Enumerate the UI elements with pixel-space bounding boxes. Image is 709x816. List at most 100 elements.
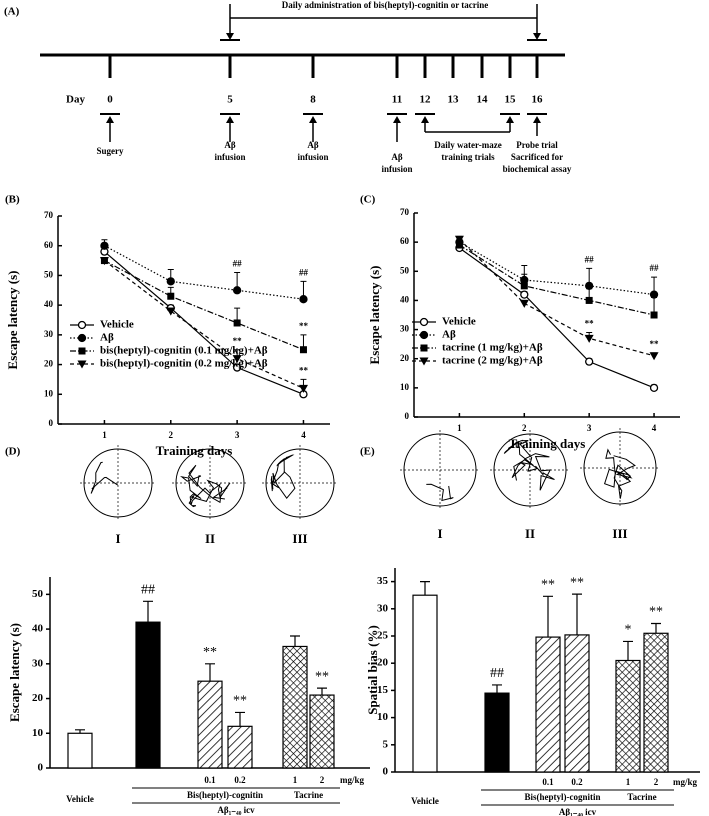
marker: [455, 241, 463, 249]
legend-label: tacrine (1 mg/kg)+Aβ: [442, 342, 543, 354]
legend-label: bis(heptyl)-cognitin (0.2 mg/kg)+Aβ: [100, 358, 268, 370]
marker: [520, 282, 528, 290]
y-tick-label: 15: [377, 684, 389, 696]
legend-marker: [419, 330, 429, 340]
y-tick-label: 30: [377, 602, 389, 614]
significance: *: [625, 623, 632, 638]
legend-label: Vehicle: [100, 319, 134, 331]
legend-marker: [420, 344, 428, 352]
marker: [649, 383, 659, 393]
day-number: 14: [477, 94, 489, 106]
y-tick-label: 0: [383, 766, 389, 778]
error-bar: [572, 593, 582, 635]
y-axis-label: Spatial bias (%): [365, 625, 380, 715]
significance: **: [650, 339, 660, 349]
significance: ##: [299, 267, 309, 277]
event-text: Daily water-maze: [434, 140, 501, 150]
error-bar: [143, 600, 153, 623]
x-tick-label: 2: [169, 430, 174, 440]
bar: [564, 634, 590, 773]
x-tick-label: Vehicle: [411, 796, 439, 806]
legend-marker: [78, 347, 86, 355]
swim-path: [503, 439, 555, 491]
x-tick-label: 1: [102, 430, 107, 440]
y-tick-label: 50: [32, 588, 44, 600]
marker: [232, 363, 242, 372]
arrow-head: [533, 116, 541, 123]
marker: [167, 292, 175, 300]
panel-label: (D): [5, 446, 21, 458]
error-bar: [317, 687, 327, 696]
event-text: Probe trial: [516, 140, 558, 150]
x-tick-label: 3: [235, 430, 240, 440]
bar: [643, 632, 669, 773]
day-number: 15: [505, 94, 517, 106]
event-text: training trials: [441, 152, 495, 162]
series-line: [459, 244, 655, 316]
x-tick-label: 2: [320, 775, 325, 785]
y-tick-label: 70: [400, 207, 410, 217]
significance: **: [233, 336, 243, 346]
y-tick-label: 0: [38, 762, 44, 774]
y-tick-label: 40: [44, 299, 54, 309]
arrow-head: [506, 116, 514, 123]
x-tick-label: 1: [457, 423, 462, 433]
y-tick-label: 30: [400, 324, 410, 334]
marker: [166, 277, 175, 286]
x-tick-label: 0.1: [542, 777, 554, 787]
bar: [282, 645, 308, 769]
x-tick-label: 0.2: [234, 775, 246, 785]
arrow-head: [393, 116, 401, 123]
significance: **: [233, 694, 247, 709]
y-tick-label: 35: [377, 575, 389, 587]
day-number: 5: [227, 94, 233, 106]
day-label: Day: [66, 94, 85, 106]
y-tick-label: 40: [400, 294, 410, 304]
legend-marker: [419, 317, 429, 327]
x-tick-label: 1: [626, 777, 631, 787]
unit-label: mg/kg: [673, 777, 698, 787]
significance: ##: [141, 583, 155, 598]
series-line: [104, 251, 304, 395]
y-tick-label: 20: [44, 359, 54, 369]
event-text: infusion: [297, 152, 328, 162]
marker: [649, 352, 659, 361]
y-tick-label: 10: [377, 711, 389, 723]
legend-label: tacrine (2 mg/kg)+Aβ: [442, 355, 543, 367]
y-tick-label: 50: [400, 265, 410, 275]
x-tick-label: 3: [587, 423, 592, 433]
x-tick-label: Vehicle: [66, 794, 94, 804]
error-bar: [651, 622, 661, 634]
significance: **: [299, 321, 309, 331]
event-text: infusion: [381, 164, 412, 174]
marker: [520, 290, 529, 299]
bar: [135, 621, 161, 769]
y-tick-label: 20: [32, 692, 44, 704]
arrow-head: [226, 116, 234, 123]
y-tick-label: 0: [405, 411, 410, 421]
swim-path: [90, 461, 118, 494]
marker: [233, 319, 241, 327]
series-line: [104, 260, 304, 351]
day-number: 13: [448, 94, 460, 106]
significance: **: [585, 319, 595, 329]
marker: [100, 241, 109, 250]
group-label: Bis(heptyl)-cognitin: [187, 790, 263, 800]
bar: [484, 692, 510, 773]
error-bar: [492, 684, 502, 694]
error-bar: [543, 595, 553, 638]
legend-label: Aβ: [100, 332, 114, 344]
day-number: 8: [310, 94, 316, 106]
y-tick-label: 10: [32, 727, 44, 739]
marker: [166, 307, 176, 316]
arrow-head: [226, 33, 234, 40]
group-label: Tacrine: [627, 792, 656, 802]
swim-path: [179, 464, 231, 508]
bar: [412, 594, 438, 773]
y-tick-label: 40: [32, 623, 44, 635]
day-number: 16: [532, 94, 544, 106]
marker: [232, 286, 242, 295]
legend-marker: [77, 360, 87, 369]
swim-path: [603, 448, 636, 499]
